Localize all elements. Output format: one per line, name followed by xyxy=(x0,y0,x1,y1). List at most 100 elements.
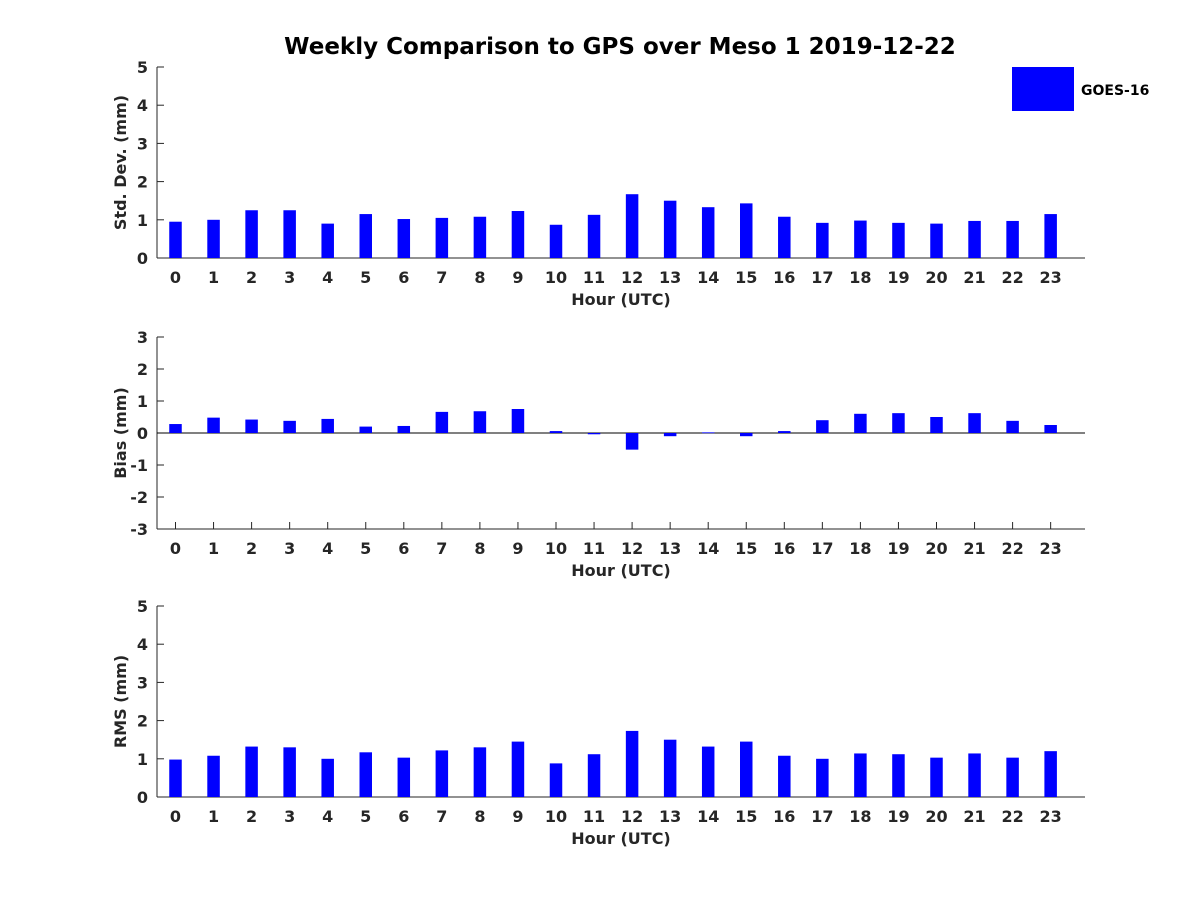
bias-ytick-label: 2 xyxy=(137,360,148,379)
rms-bar xyxy=(321,758,334,797)
std-dev-xtick-label: 6 xyxy=(398,268,409,287)
std-dev-bar xyxy=(701,207,715,258)
std-dev-xlabel: Hour (UTC) xyxy=(571,290,671,309)
rms-xtick-label: 19 xyxy=(887,807,909,826)
bias-xtick-label: 4 xyxy=(322,539,333,558)
std-dev-ytick-label: 5 xyxy=(137,58,148,77)
rms-xtick-label: 16 xyxy=(773,807,795,826)
std-dev-xtick-label: 23 xyxy=(1040,268,1062,287)
std-dev-bar xyxy=(397,219,411,258)
bias-xtick-label: 17 xyxy=(811,539,833,558)
bias-xtick-label: 19 xyxy=(887,539,909,558)
std-dev-bar xyxy=(1006,220,1019,258)
std-dev-ytick-label: 1 xyxy=(137,211,148,230)
rms-xtick-label: 14 xyxy=(697,807,719,826)
bias-bar xyxy=(663,433,677,437)
std-dev-xtick-label: 8 xyxy=(474,268,485,287)
std-dev-bar xyxy=(587,214,601,258)
std-dev-xtick-label: 13 xyxy=(659,268,681,287)
rms-xtick-label: 7 xyxy=(436,807,447,826)
bias-bar xyxy=(435,411,449,433)
rms-xtick-label: 3 xyxy=(284,807,295,826)
std-dev-ytick-label: 0 xyxy=(137,249,148,268)
std-dev-bar xyxy=(511,211,525,258)
bias-bar xyxy=(549,431,563,433)
std-dev-bar xyxy=(892,222,905,258)
std-dev-bar xyxy=(663,200,677,258)
std-dev-xtick-label: 19 xyxy=(887,268,909,287)
bias-xtick-label: 8 xyxy=(474,539,485,558)
bias-ytick-label: -2 xyxy=(130,488,148,507)
rms-bar xyxy=(663,739,677,797)
rms-bar xyxy=(930,757,943,797)
rms-xtick-label: 5 xyxy=(360,807,371,826)
rms-bar xyxy=(778,755,791,797)
std-dev-xtick-label: 15 xyxy=(735,268,757,287)
bias-xtick-label: 6 xyxy=(398,539,409,558)
std-dev-xtick-label: 21 xyxy=(963,268,985,287)
std-dev-xtick-label: 9 xyxy=(512,268,523,287)
legend: GOES-16 xyxy=(1012,67,1149,111)
bias-bar xyxy=(778,431,791,433)
bias-xlabel: Hour (UTC) xyxy=(571,561,671,580)
std-dev-xtick-label: 7 xyxy=(436,268,447,287)
rms-ytick-label: 3 xyxy=(137,673,148,692)
rms-ytick-label: 5 xyxy=(137,597,148,616)
bias-bar xyxy=(1044,425,1057,433)
bias-bar xyxy=(968,413,981,433)
bias-xtick-label: 16 xyxy=(773,539,795,558)
rms-xtick-label: 2 xyxy=(246,807,257,826)
bias-bar xyxy=(701,432,715,434)
std-dev-bar xyxy=(473,216,487,258)
std-dev-xtick-label: 10 xyxy=(545,268,567,287)
std-dev-bar xyxy=(1044,214,1057,258)
std-dev-bar xyxy=(968,220,981,258)
rms-xtick-label: 0 xyxy=(170,807,181,826)
std-dev-ytick-label: 2 xyxy=(137,173,148,192)
rms-bar xyxy=(207,755,220,797)
rms-bar xyxy=(359,752,372,797)
rms-xtick-label: 12 xyxy=(621,807,643,826)
rms-ylabel: RMS (mm) xyxy=(111,655,130,748)
rms-xtick-label: 15 xyxy=(735,807,757,826)
bias-bar xyxy=(207,417,220,433)
std-dev-xtick-label: 0 xyxy=(170,268,181,287)
rms-xtick-label: 13 xyxy=(659,807,681,826)
rms-xtick-label: 11 xyxy=(583,807,605,826)
rms-bar xyxy=(625,730,639,797)
bias-ytick-label: 0 xyxy=(137,424,148,443)
std-dev-bar xyxy=(435,217,449,258)
rms-bar xyxy=(511,741,525,797)
rms-xtick-label: 10 xyxy=(545,807,567,826)
rms-xtick-label: 20 xyxy=(925,807,947,826)
bias-bar xyxy=(892,413,905,433)
bias-xtick-label: 3 xyxy=(284,539,295,558)
std-dev-bar xyxy=(625,194,639,258)
std-dev-bar xyxy=(169,221,182,258)
std-dev-bar xyxy=(854,220,867,258)
bias-ytick-label: -3 xyxy=(130,520,148,539)
rms-bar xyxy=(245,746,258,797)
bias-ytick-label: -1 xyxy=(130,456,148,475)
rms-xtick-label: 1 xyxy=(208,807,219,826)
bias-xtick-label: 2 xyxy=(246,539,257,558)
bias-bar xyxy=(473,411,487,433)
rms-xlabel: Hour (UTC) xyxy=(571,829,671,848)
rms-xtick-label: 8 xyxy=(474,807,485,826)
rms-bar xyxy=(1044,751,1057,797)
rms-bar xyxy=(169,759,182,797)
rms-bar xyxy=(587,754,601,797)
std-dev-bar xyxy=(283,210,296,258)
rms-ytick-label: 0 xyxy=(137,788,148,807)
bias-bar xyxy=(854,413,867,433)
chart-title: Weekly Comparison to GPS over Meso 1 201… xyxy=(284,34,956,60)
bias-bar xyxy=(397,425,411,433)
bias-bar xyxy=(283,420,296,433)
bias-xtick-label: 23 xyxy=(1040,539,1062,558)
bias-bar xyxy=(169,424,182,433)
rms-ytick-label: 1 xyxy=(137,750,148,769)
std-dev-ytick-label: 4 xyxy=(137,96,148,115)
bias-xtick-label: 15 xyxy=(735,539,757,558)
